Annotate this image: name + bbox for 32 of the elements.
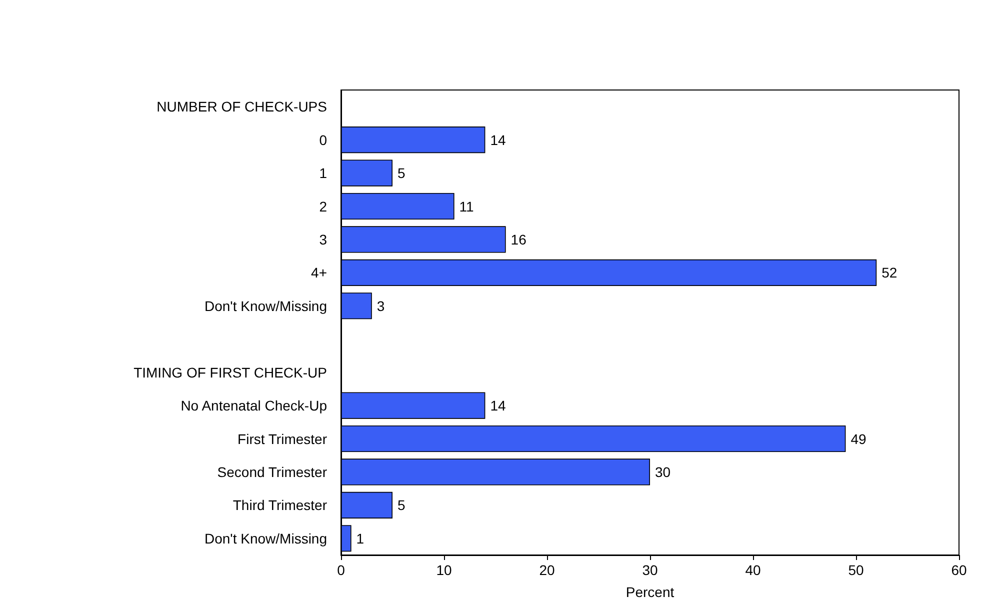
y-tick-label: TIMING OF FIRST CHECK-UP bbox=[134, 364, 327, 380]
data-label: 1 bbox=[356, 530, 364, 546]
y-tick-label: 3 bbox=[319, 231, 328, 248]
data-label: 49 bbox=[850, 430, 866, 447]
y-tick-label: 2 bbox=[319, 198, 328, 214]
y-tick-label: NUMBER OF CHECK-UPS bbox=[156, 98, 327, 115]
y-tick-label: No Antenatal Check-Up bbox=[180, 398, 328, 414]
data-label: 5 bbox=[398, 165, 406, 182]
x-tick-label: 10 bbox=[436, 562, 452, 578]
data-label: 14 bbox=[490, 398, 506, 414]
y-tick-label: Don't Know/Missing bbox=[204, 530, 327, 546]
y-tick-label: Third Trimester bbox=[232, 497, 328, 514]
data-label: 14 bbox=[490, 132, 506, 148]
y-tick-label: First Trimester bbox=[238, 430, 328, 447]
y-tick-label: 0 bbox=[319, 132, 328, 148]
x-tick-label: 20 bbox=[539, 562, 555, 578]
y-tick-label: Don't Know/Missing bbox=[204, 298, 327, 314]
x-tick-label: 60 bbox=[951, 562, 967, 578]
data-label: 30 bbox=[655, 464, 671, 480]
data-label: 5 bbox=[398, 497, 406, 514]
y-tick-label: Second Trimester bbox=[217, 464, 328, 480]
data-label: 16 bbox=[510, 231, 527, 248]
x-axis-title: Percent bbox=[626, 584, 674, 600]
data-label: 11 bbox=[459, 198, 474, 214]
x-tick-label: 40 bbox=[745, 562, 761, 578]
data-label: 3 bbox=[376, 298, 385, 314]
y-tick-label: 1 bbox=[319, 165, 328, 182]
data-label: 52 bbox=[882, 264, 898, 281]
x-tick-label: 0 bbox=[337, 562, 346, 578]
x-tick-label: 30 bbox=[642, 562, 658, 578]
x-tick-label: 50 bbox=[848, 562, 864, 578]
y-tick-label: 4+ bbox=[311, 264, 327, 281]
